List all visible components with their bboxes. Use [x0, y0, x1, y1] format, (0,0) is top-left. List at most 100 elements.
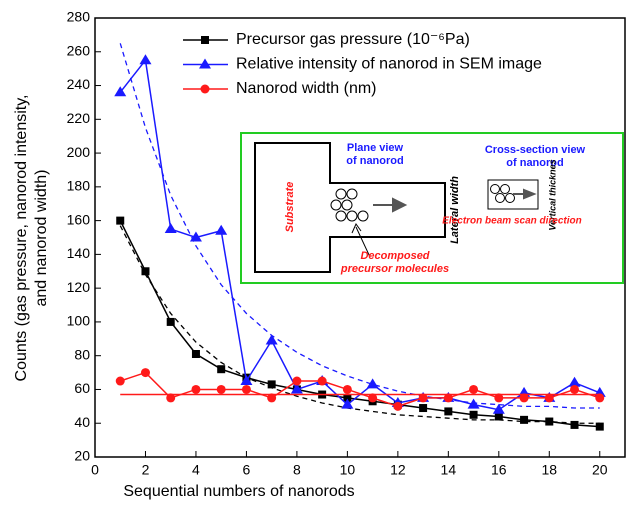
marker [366, 378, 379, 389]
y-tick-label: 40 [74, 414, 90, 430]
x-tick-label: 12 [390, 462, 406, 478]
x-tick-label: 6 [243, 462, 251, 478]
arrow [373, 197, 408, 213]
fit-curve [119, 225, 600, 424]
x-tick-label: 18 [541, 462, 557, 478]
y-tick-label: 180 [67, 178, 91, 194]
y-tick-label: 120 [67, 279, 91, 295]
marker [166, 393, 176, 403]
legend-marker [200, 84, 210, 94]
marker [520, 415, 529, 424]
inset-label: Electron beam scan direction [442, 216, 582, 227]
marker [444, 407, 453, 416]
marker [492, 403, 505, 414]
y-tick-label: 220 [67, 110, 91, 126]
marker [139, 54, 152, 65]
marker [140, 368, 150, 378]
pointer [351, 222, 371, 258]
marker [116, 216, 125, 225]
cross-box [487, 179, 539, 210]
marker [494, 412, 503, 421]
marker [164, 223, 177, 234]
marker [568, 376, 581, 387]
y-tick-label: 140 [67, 245, 91, 261]
plot-frame [94, 17, 626, 458]
y-axis-label: and nanorod width) [33, 170, 50, 307]
marker [469, 410, 478, 419]
x-tick-label: 16 [491, 462, 507, 478]
x-tick-label: 10 [340, 462, 356, 478]
inset-label: Cross-section view [485, 144, 586, 156]
inset-label: Plane view [347, 142, 404, 154]
marker [467, 398, 480, 409]
marker [343, 393, 352, 402]
marker [519, 393, 529, 403]
marker [290, 383, 303, 394]
marker [443, 393, 453, 403]
marker [341, 398, 354, 409]
marker [595, 422, 604, 431]
inset-label: Lateral width [449, 176, 461, 244]
marker [570, 384, 580, 394]
marker [191, 350, 200, 359]
x-axis-label: Sequential numbers of nanorods [123, 483, 354, 500]
molecules [330, 184, 515, 222]
marker [418, 393, 428, 403]
marker [241, 384, 251, 394]
marker [240, 375, 253, 386]
marker [114, 86, 127, 97]
fit-curve [119, 43, 600, 409]
marker [292, 376, 302, 386]
marker [544, 393, 554, 403]
y-tick-label: 280 [67, 9, 91, 25]
marker [393, 401, 403, 411]
y-axis-label: Counts (gas pressure, nanorod intensity, [13, 95, 30, 382]
legend-label: Relative intensity of nanorod in SEM ima… [236, 56, 542, 73]
marker [494, 393, 504, 403]
marker [141, 267, 150, 276]
series-line [119, 220, 600, 428]
marker [595, 393, 605, 403]
marker [419, 404, 428, 413]
marker [191, 384, 201, 394]
legend-label: Precursor gas pressure (10⁻⁶Pa) [236, 31, 470, 48]
legend-marker [199, 58, 211, 69]
inset-label: precursor molecules [340, 263, 449, 275]
y-tick-label: 20 [74, 448, 90, 464]
arrow [513, 188, 537, 200]
inset-label: of nanorod [506, 157, 563, 169]
marker [570, 420, 579, 429]
inset-label: of nanorod [346, 155, 403, 167]
marker [267, 393, 277, 403]
x-tick-label: 14 [441, 462, 457, 478]
inset-label: Vertical thicknes [547, 159, 557, 230]
y-tick-label: 80 [74, 346, 90, 362]
y-tick-label: 60 [74, 380, 90, 396]
inset-frame [240, 132, 624, 284]
marker [469, 384, 479, 394]
inset: Substrate Plane view of nanorod Lateral … [240, 132, 624, 284]
y-tick-label: 100 [67, 313, 91, 329]
substrate-shape [254, 142, 446, 273]
x-tick-label: 0 [91, 462, 99, 478]
inset-label: Decomposed [360, 250, 429, 262]
marker [215, 224, 228, 235]
y-tick-label: 260 [67, 42, 91, 58]
marker [342, 384, 352, 394]
marker [189, 231, 202, 242]
marker [217, 365, 226, 374]
y-tick-label: 200 [67, 144, 91, 160]
x-tick-label: 8 [293, 462, 301, 478]
marker [216, 384, 226, 394]
inset-label: Substrate [284, 182, 296, 233]
marker [545, 417, 554, 426]
legend-marker [201, 36, 209, 44]
marker [368, 393, 378, 403]
y-tick-label: 240 [67, 76, 91, 92]
marker [267, 380, 276, 389]
x-tick-label: 20 [592, 462, 608, 478]
x-tick-label: 4 [192, 462, 200, 478]
x-tick-label: 2 [142, 462, 150, 478]
